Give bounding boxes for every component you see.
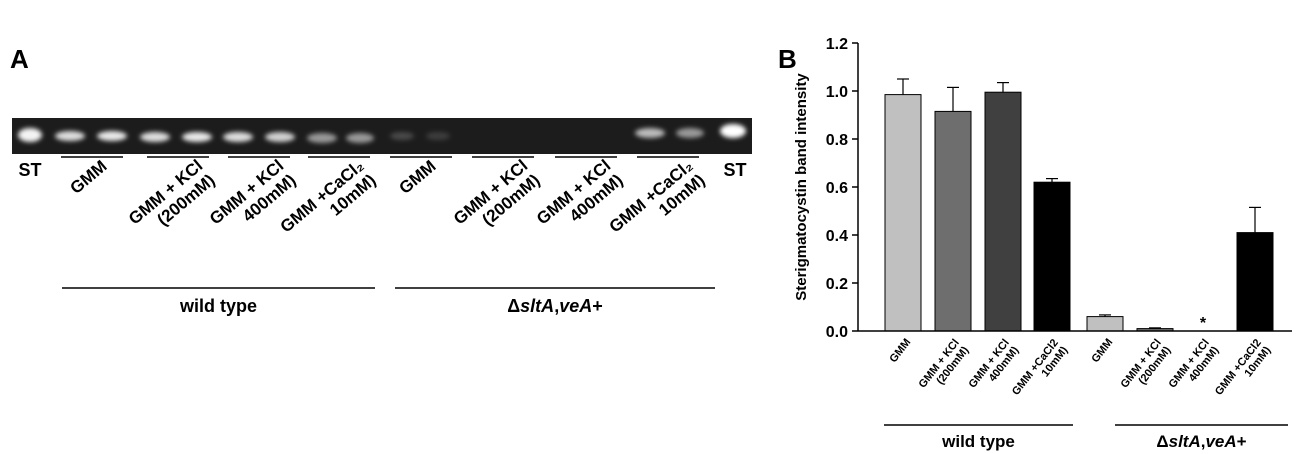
panel-label: B	[778, 44, 797, 74]
lane-label: GMM	[396, 157, 440, 198]
x-tick-label: GMM	[887, 336, 913, 365]
annotation: *	[1200, 315, 1207, 332]
group-label-part: veA	[1205, 432, 1236, 451]
group-label-part: wild type	[941, 432, 1015, 451]
bar	[885, 95, 921, 331]
bar	[935, 111, 971, 331]
figure: A ST ST B Sterigmatocystin band intensit…	[0, 0, 1297, 454]
page: A ST ST B Sterigmatocystin band intensit…	[0, 0, 1297, 454]
y-tick-label: 0.6	[826, 180, 848, 197]
lane-label: GMM	[67, 157, 111, 198]
bar	[1087, 317, 1123, 331]
x-tick-label-line: GMM	[887, 336, 913, 365]
group-label-part: Δ	[507, 296, 520, 316]
x-tick-label: GMM + KCl(200mM)	[917, 337, 972, 398]
standard-label: ST	[723, 160, 746, 180]
group-label-part: Δ	[1156, 432, 1168, 451]
y-axis-label: Sterigmatocystin band intensity	[793, 73, 810, 301]
lane-label: GMM +CaCl₂10mM)	[606, 156, 709, 251]
group-label-part: wild type	[179, 296, 257, 316]
standard-label: ST	[18, 160, 41, 180]
bar	[1034, 182, 1070, 331]
group-label-part: +	[1237, 432, 1247, 451]
y-tick-label: 0.2	[826, 276, 848, 293]
x-tick-label: GMM	[1089, 336, 1115, 365]
lane-label: GMM + KCl(200mM)	[450, 156, 544, 243]
y-tick-label: 0.4	[826, 228, 848, 245]
lane-label-line: GMM	[67, 157, 111, 198]
lane-label-line: GMM	[396, 157, 440, 198]
bar	[1237, 233, 1273, 331]
panel-label: A	[10, 44, 29, 74]
group-label: wild type	[179, 296, 257, 316]
lane-label: GMM +CaCl₂10mM)	[277, 156, 380, 251]
x-tick-label: GMM +CaCl210mM)	[1213, 337, 1274, 405]
y-tick-label: 0.8	[826, 132, 848, 149]
group-label-part: sltA	[520, 296, 554, 316]
lane-label: GMM + KCl(200mM)	[125, 156, 219, 243]
group-label-part: +	[592, 296, 603, 316]
x-tick-label-line: GMM	[1089, 336, 1115, 365]
group-label: ΔsltA,veA+	[1156, 432, 1246, 451]
group-label-part: veA	[559, 296, 592, 316]
y-tick-label: 0.0	[826, 324, 848, 341]
group-label: ΔsltA,veA+	[507, 296, 603, 316]
group-label: wild type	[941, 432, 1015, 451]
bar	[985, 92, 1021, 331]
x-tick-label: GMM + KCl(200mM)	[1119, 337, 1174, 398]
y-tick-label: 1.0	[826, 84, 848, 101]
group-label-part: sltA	[1169, 432, 1201, 451]
y-tick-label: 1.2	[826, 36, 848, 53]
x-tick-label: GMM +CaCl210mM)	[1010, 337, 1071, 405]
